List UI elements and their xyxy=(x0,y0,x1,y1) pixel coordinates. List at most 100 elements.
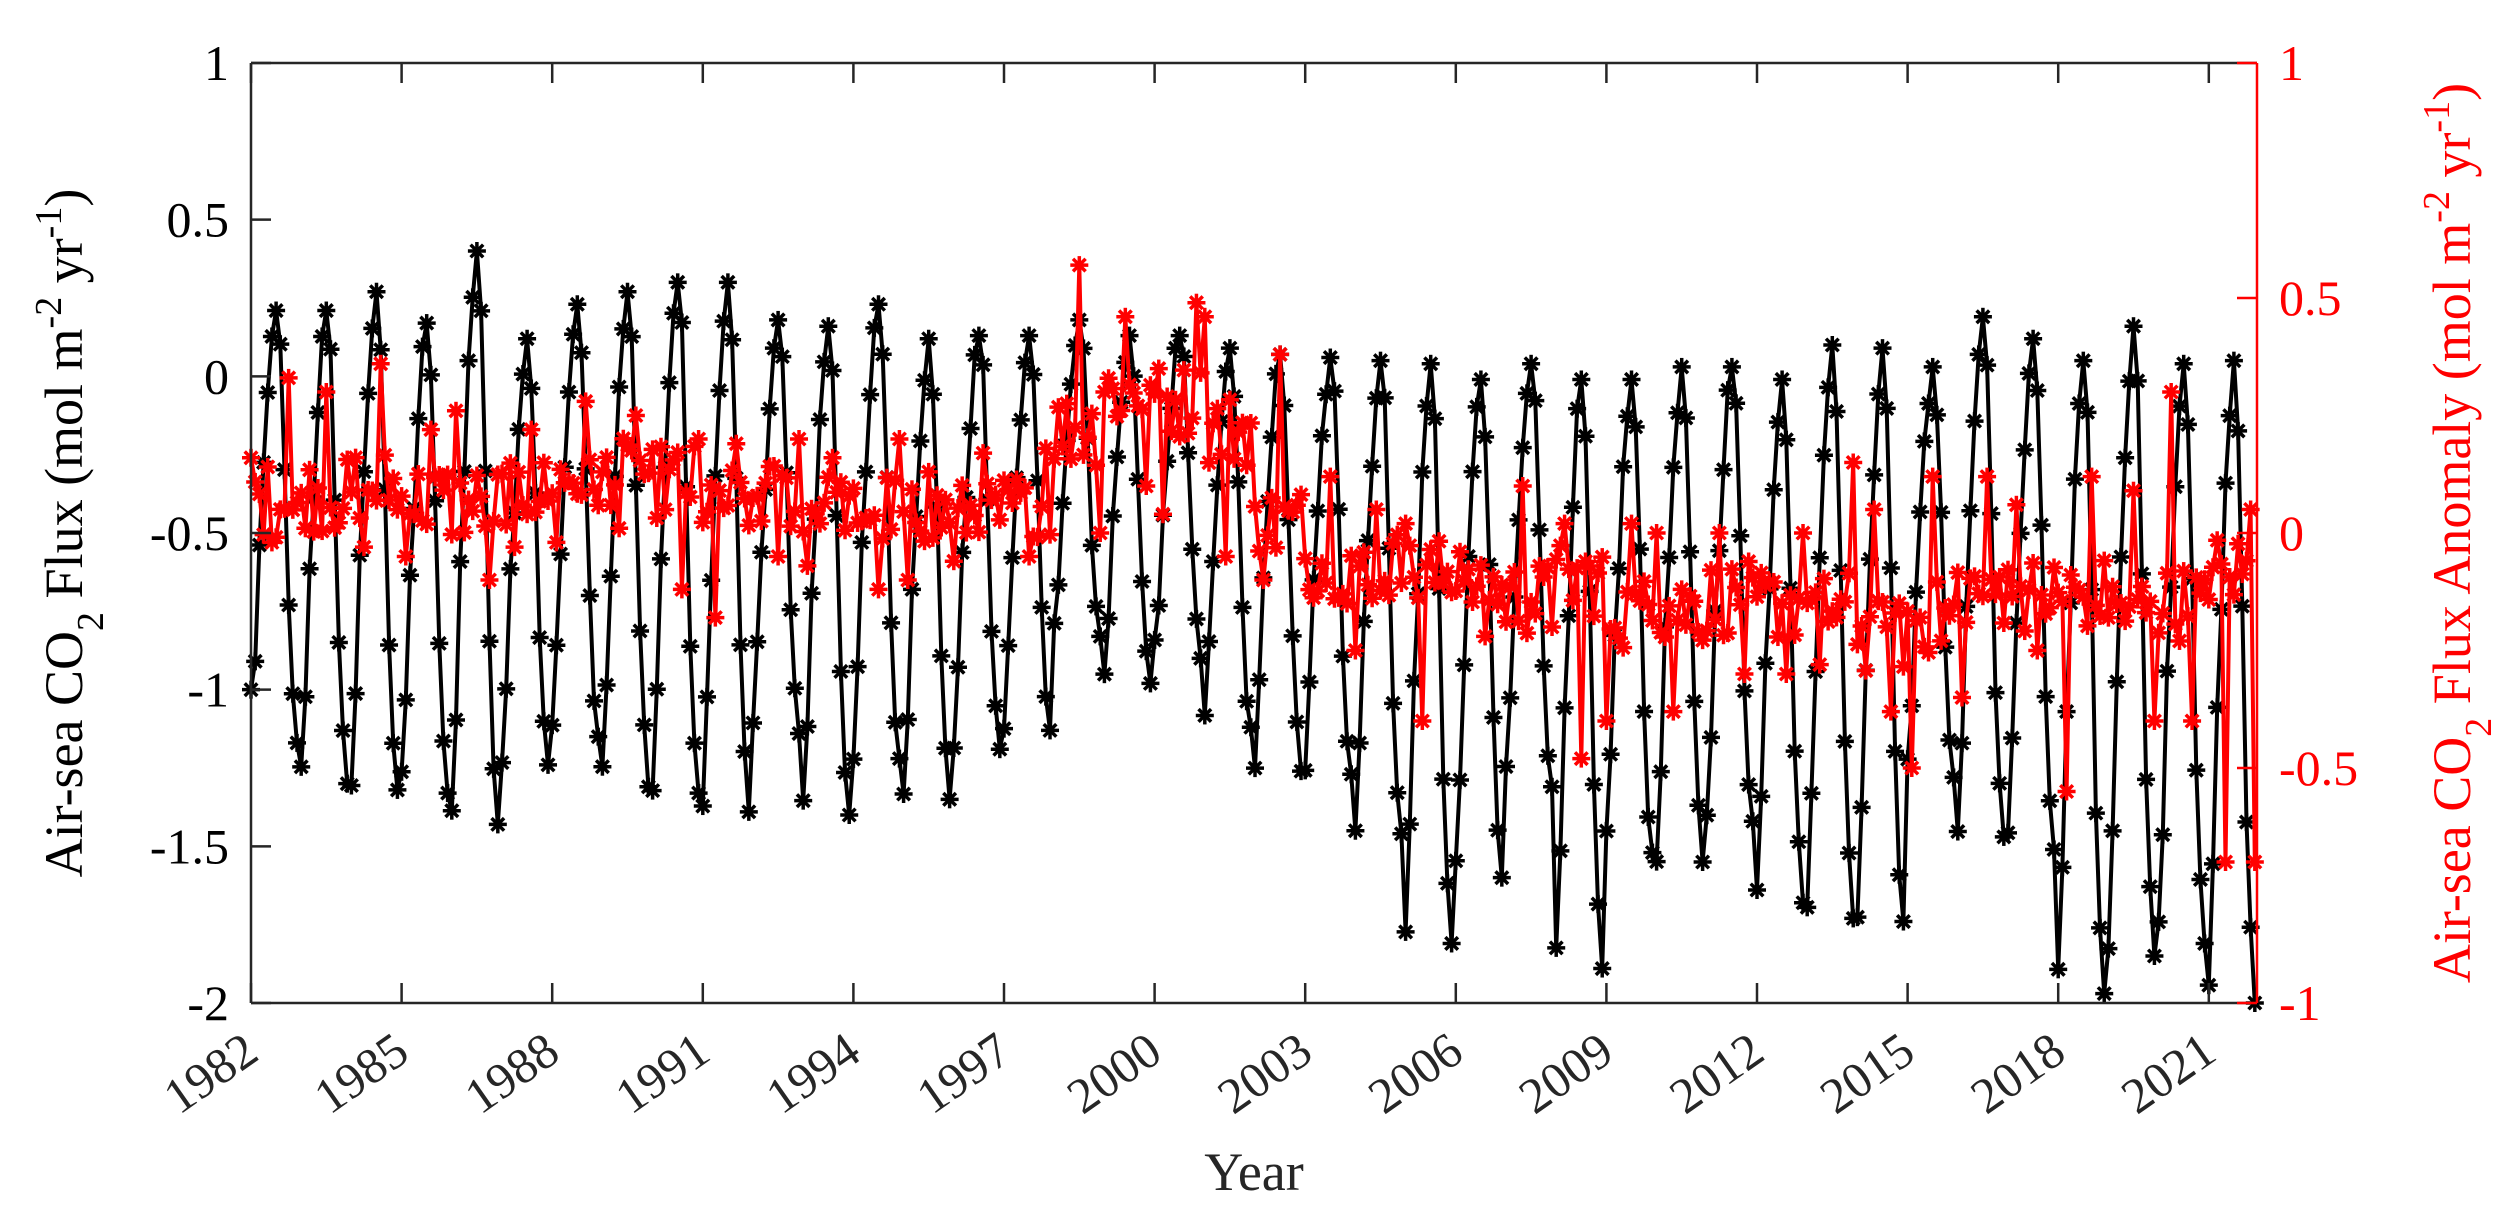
asterisk-marker xyxy=(2053,858,2072,877)
asterisk-marker xyxy=(1032,497,1051,516)
asterisk-marker xyxy=(1045,449,1064,468)
asterisk-marker xyxy=(2111,547,2130,566)
x-tick-label: 1988 xyxy=(454,1021,568,1124)
asterisk-marker xyxy=(1961,501,1980,520)
asterisk-marker xyxy=(1082,536,1101,555)
asterisk-marker xyxy=(2040,598,2059,617)
asterisk-marker xyxy=(1764,572,1783,591)
asterisk-marker xyxy=(1028,528,1047,547)
asterisk-marker xyxy=(522,420,541,439)
asterisk-marker xyxy=(342,776,361,795)
asterisk-marker xyxy=(1819,378,1838,397)
asterisk-marker xyxy=(1404,568,1423,587)
asterisk-marker xyxy=(1735,681,1754,700)
asterisk-marker xyxy=(1153,505,1172,524)
asterisk-marker xyxy=(2141,592,2160,611)
asterisk-marker xyxy=(1032,598,1051,617)
asterisk-marker xyxy=(1911,608,1930,627)
asterisk-marker xyxy=(2007,495,2026,514)
asterisk-marker xyxy=(271,335,290,354)
asterisk-marker xyxy=(421,420,440,439)
asterisk-marker xyxy=(2116,612,2135,631)
asterisk-marker xyxy=(2203,854,2222,873)
asterisk-marker xyxy=(258,457,277,476)
asterisk-marker xyxy=(1271,345,1290,364)
asterisk-marker xyxy=(1220,339,1239,358)
asterisk-marker xyxy=(1593,959,1612,978)
asterisk-marker xyxy=(1220,390,1239,409)
left-y-tick-label: -2 xyxy=(187,975,229,1031)
asterisk-marker xyxy=(1350,734,1369,753)
asterisk-marker xyxy=(693,797,712,816)
asterisk-marker xyxy=(1112,401,1131,420)
asterisk-marker xyxy=(1999,823,2018,842)
asterisk-marker xyxy=(2132,577,2151,596)
asterisk-marker xyxy=(1672,357,1691,376)
asterisk-marker xyxy=(1927,573,1946,592)
asterisk-marker xyxy=(2103,577,2122,596)
asterisk-marker xyxy=(2032,516,2051,535)
asterisk-marker xyxy=(1593,548,1612,567)
asterisk-marker xyxy=(321,340,340,359)
asterisk-marker xyxy=(1614,457,1633,476)
asterisk-marker xyxy=(618,282,637,301)
asterisk-marker xyxy=(668,443,687,462)
asterisk-marker xyxy=(1660,596,1679,615)
asterisk-marker xyxy=(1488,595,1507,614)
asterisk-marker xyxy=(1375,388,1394,407)
asterisk-marker xyxy=(948,499,967,518)
asterisk-marker xyxy=(1823,336,1842,354)
asterisk-marker xyxy=(1622,370,1641,389)
asterisk-marker xyxy=(631,451,650,470)
asterisk-marker xyxy=(1204,414,1223,433)
x-tick-label: 1985 xyxy=(304,1021,418,1124)
asterisk-marker xyxy=(2220,406,2239,425)
asterisk-marker xyxy=(1388,783,1407,802)
asterisk-marker xyxy=(1183,409,1202,428)
asterisk-marker xyxy=(2053,592,2072,611)
asterisk-marker xyxy=(1952,734,1971,753)
asterisk-marker xyxy=(1986,683,2005,702)
asterisk-marker xyxy=(1049,575,1068,594)
asterisk-marker xyxy=(1321,348,1340,367)
asterisk-marker xyxy=(1865,500,1884,519)
asterisk-marker xyxy=(639,464,658,483)
asterisk-marker xyxy=(1869,385,1888,404)
asterisk-marker xyxy=(631,621,650,640)
asterisk-marker xyxy=(819,317,838,336)
asterisk-marker xyxy=(1501,577,1520,596)
asterisk-marker xyxy=(1722,357,1741,376)
flux-anomaly-series xyxy=(242,256,2264,871)
asterisk-marker xyxy=(2082,467,2101,486)
asterisk-marker xyxy=(559,383,578,402)
asterisk-marker xyxy=(585,691,604,710)
right-y-axis-title: Air-sea CO2 Flux Anomaly (mol m-2 yr-1) xyxy=(2416,83,2500,983)
asterisk-marker xyxy=(597,448,616,467)
asterisk-marker xyxy=(279,368,298,387)
asterisk-marker xyxy=(2212,555,2231,574)
asterisk-marker xyxy=(1810,548,1829,567)
asterisk-marker xyxy=(1777,430,1796,449)
x-tick-label: 2006 xyxy=(1358,1021,1472,1124)
asterisk-marker xyxy=(2124,481,2143,500)
asterisk-marker xyxy=(1902,759,1921,777)
asterisk-marker xyxy=(894,785,913,804)
asterisk-marker xyxy=(1814,569,1833,588)
asterisk-marker xyxy=(856,462,875,481)
asterisk-marker xyxy=(940,513,959,532)
asterisk-marker xyxy=(1363,457,1382,476)
asterisk-marker xyxy=(1450,542,1469,561)
asterisk-marker xyxy=(915,371,934,390)
asterisk-marker xyxy=(760,399,779,418)
asterisk-marker xyxy=(1463,593,1482,612)
asterisk-marker xyxy=(919,462,938,481)
asterisk-marker xyxy=(932,646,951,665)
asterisk-marker xyxy=(1350,557,1369,576)
asterisk-marker xyxy=(1296,761,1315,780)
asterisk-marker xyxy=(873,345,892,364)
asterisk-marker xyxy=(1053,494,1072,513)
asterisk-marker xyxy=(1572,370,1591,389)
asterisk-marker xyxy=(1584,607,1603,626)
asterisk-marker xyxy=(2028,641,2047,660)
asterisk-marker xyxy=(300,559,319,578)
